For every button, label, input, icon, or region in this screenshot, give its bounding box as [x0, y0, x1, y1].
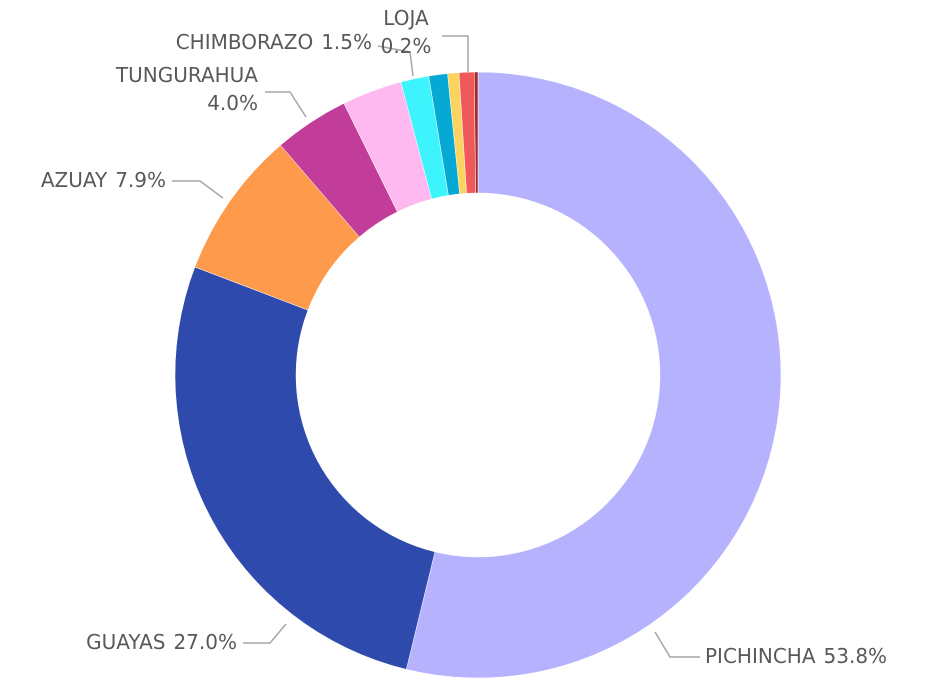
slice-label: PICHINCHA 53.8%: [705, 644, 887, 668]
value-label: 1.5%: [321, 30, 372, 54]
slice: [473, 71, 479, 194]
leader-line: [442, 35, 469, 72]
slice-label: 4.0%: [207, 91, 258, 115]
leader-line: [377, 45, 414, 77]
category-label: TUNGURAHUA: [115, 63, 258, 87]
category-label: PICHINCHA: [705, 644, 816, 668]
category-label: AZUAY: [41, 168, 108, 192]
value-label: 7.9%: [115, 168, 166, 192]
slice-label: 0.2%: [381, 34, 432, 58]
slice: [406, 71, 782, 679]
leader-line: [172, 180, 224, 199]
value-label: 27.0%: [173, 630, 237, 654]
leader-line: [243, 623, 287, 644]
slice-label: LOJA: [383, 6, 429, 30]
slice-label: CHIMBORAZO 1.5%: [176, 30, 372, 54]
value-label: 4.0%: [207, 91, 258, 115]
slice-label: TUNGURAHUA: [115, 63, 258, 87]
category-label: GUAYAS: [86, 630, 165, 654]
slice-label: GUAYAS 27.0%: [86, 630, 237, 654]
category-label: LOJA: [383, 6, 429, 30]
leader-line: [265, 91, 307, 118]
slice: [174, 266, 436, 670]
slice-label: AZUAY 7.9%: [41, 168, 166, 192]
value-label: 53.8%: [824, 644, 888, 668]
leader-line: [654, 631, 700, 658]
category-label: CHIMBORAZO: [176, 30, 313, 54]
value-label: 0.2%: [381, 34, 432, 58]
